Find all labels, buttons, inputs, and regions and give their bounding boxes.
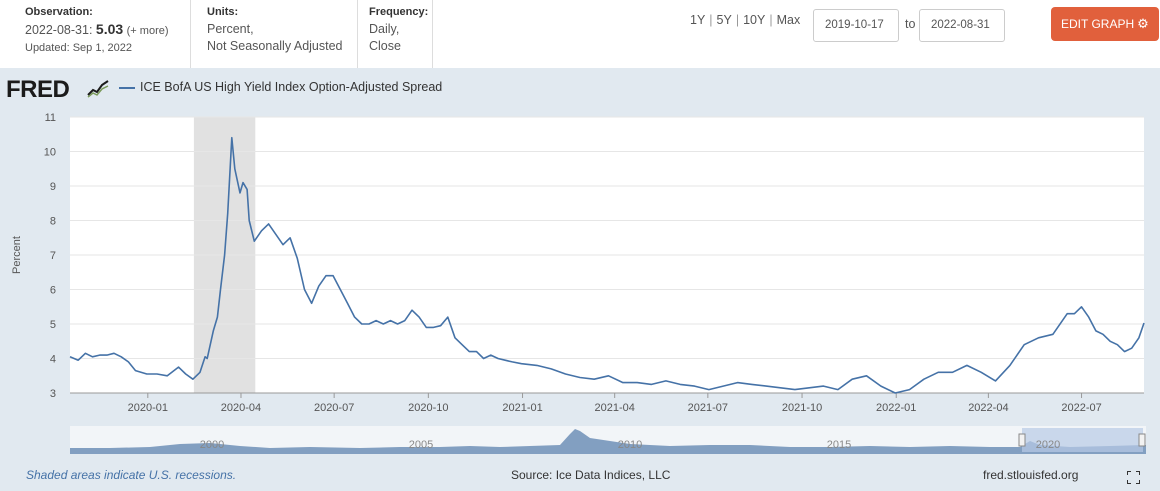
- recession-note: Shaded areas indicate U.S. recessions.: [26, 468, 237, 482]
- x-tick-label: 2020-01: [128, 402, 168, 414]
- to-label: to: [905, 17, 916, 31]
- x-tick-label: 2020-10: [408, 402, 448, 414]
- range-max-button[interactable]: Max: [776, 13, 801, 27]
- range-5y-button[interactable]: 5Y: [716, 13, 732, 27]
- units-line2: Not Seasonally Adjusted: [207, 39, 343, 53]
- fullscreen-icon[interactable]: [1127, 471, 1140, 484]
- y-tick-label: 9: [50, 181, 56, 193]
- navigator-left-handle[interactable]: [1018, 433, 1026, 447]
- edit-graph-label: EDIT GRAPH: [1061, 17, 1135, 31]
- legend-swatch: [119, 87, 135, 89]
- x-tick-label: 2022-07: [1061, 402, 1101, 414]
- x-tick-label: 2021-10: [782, 402, 822, 414]
- line-chart: 3 4 5 6 7 8 9 10 11 2020-01 2020-04 2020-07 2020-10…: [11, 112, 1145, 414]
- y-tick-label: 6: [50, 285, 56, 297]
- frequency-line2: Close: [369, 39, 401, 53]
- divider: [432, 0, 433, 68]
- frequency-line1: Daily,: [369, 22, 400, 36]
- x-tick-label: 2022-04: [968, 402, 1008, 414]
- updated-date: Updated: Sep 1, 2022: [25, 42, 133, 54]
- x-tick-label: 2020-04: [221, 402, 261, 414]
- observation-block: Observation: 2022-08-31: 5.03 (+ more) U…: [25, 4, 169, 57]
- fred-logo: FRED: [6, 76, 70, 103]
- y-axis-label: Percent: [11, 236, 23, 274]
- legend-label: ICE BofA US High Yield Index Option-Adju…: [140, 80, 443, 94]
- y-tick-label: 10: [44, 147, 56, 159]
- site-link[interactable]: fred.stlouisfed.org: [983, 468, 1079, 482]
- divider: [190, 0, 191, 68]
- edit-graph-button[interactable]: EDIT GRAPH ⚙: [1051, 7, 1159, 41]
- x-tick-label: 2020-07: [314, 402, 354, 414]
- series-line: [69, 136, 1145, 394]
- y-tick-label: 7: [50, 250, 56, 262]
- end-date-input[interactable]: 2022-08-31: [919, 9, 1005, 42]
- observation-label: Observation:: [25, 6, 93, 18]
- x-tick-label: 2021-07: [688, 402, 728, 414]
- y-tick-label: 8: [50, 216, 56, 228]
- range-10y-button[interactable]: 10Y: [743, 13, 766, 27]
- navigator-label: 2020: [1036, 439, 1060, 451]
- fred-logo-icon: [87, 78, 109, 98]
- units-block: Units: Percent, Not Seasonally Adjusted: [207, 4, 343, 55]
- navigator-label: 2015: [827, 439, 851, 451]
- navigator-selection[interactable]: [1022, 428, 1143, 452]
- navigator-right-handle[interactable]: [1138, 433, 1146, 447]
- frequency-label: Frequency:: [369, 6, 429, 18]
- range-navigator[interactable]: 2000 2005 2010 2015 2020: [70, 426, 1146, 454]
- info-bar: Observation: 2022-08-31: 5.03 (+ more) U…: [0, 0, 1160, 68]
- start-date-input[interactable]: 2019-10-17: [813, 9, 899, 42]
- y-tick-label: 11: [45, 112, 56, 124]
- units-line1: Percent,: [207, 22, 254, 36]
- divider: [357, 0, 358, 68]
- observation-value: 5.03: [95, 21, 124, 37]
- source-text: Source: Ice Data Indices, LLC: [511, 468, 671, 482]
- range-buttons: 1Y | 5Y | 10Y | Max: [690, 13, 801, 27]
- navigator-series-area: [70, 429, 1146, 454]
- x-tick-label: 2021-04: [594, 402, 634, 414]
- navigator-label: 2005: [409, 439, 433, 451]
- observation-date: 2022-08-31:: [25, 23, 93, 37]
- y-tick-label: 4: [50, 354, 56, 366]
- x-tick-label: 2022-01: [876, 402, 916, 414]
- navigator-label: 2000: [200, 439, 224, 451]
- y-tick-label: 3: [50, 388, 56, 400]
- units-label: Units:: [207, 6, 239, 18]
- frequency-block: Frequency: Daily, Close: [369, 4, 428, 55]
- range-1y-button[interactable]: 1Y: [690, 13, 706, 27]
- gear-icon: ⚙: [1137, 16, 1149, 31]
- y-tick-label: 5: [50, 319, 56, 331]
- observation-more-link[interactable]: (+ more): [126, 25, 169, 37]
- x-tick-label: 2021-01: [502, 402, 542, 414]
- navigator-label: 2010: [618, 439, 642, 451]
